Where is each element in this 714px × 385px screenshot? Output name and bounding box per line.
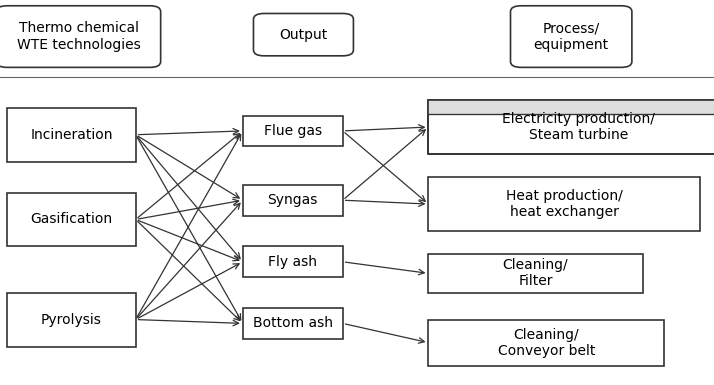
Text: Flue gas: Flue gas [263, 124, 322, 138]
Text: Cleaning/
Filter: Cleaning/ Filter [503, 258, 568, 288]
Text: Cleaning/
Conveyor belt: Cleaning/ Conveyor belt [498, 328, 595, 358]
FancyBboxPatch shape [253, 13, 353, 56]
FancyBboxPatch shape [0, 6, 161, 67]
Text: Thermo chemical
WTE technologies: Thermo chemical WTE technologies [16, 22, 141, 52]
FancyBboxPatch shape [243, 116, 343, 146]
Text: Bottom ash: Bottom ash [253, 316, 333, 330]
FancyBboxPatch shape [428, 254, 643, 293]
FancyBboxPatch shape [511, 6, 632, 67]
FancyBboxPatch shape [428, 177, 700, 231]
Text: Process/
equipment: Process/ equipment [533, 22, 609, 52]
Text: Syngas: Syngas [268, 193, 318, 207]
FancyBboxPatch shape [7, 108, 136, 162]
FancyBboxPatch shape [428, 100, 714, 114]
Text: Pyrolysis: Pyrolysis [41, 313, 102, 326]
Text: Incineration: Incineration [30, 128, 113, 142]
FancyBboxPatch shape [243, 185, 343, 216]
FancyBboxPatch shape [428, 320, 664, 366]
Text: Electricity production/
Steam turbine: Electricity production/ Steam turbine [502, 112, 655, 142]
FancyBboxPatch shape [243, 246, 343, 277]
Text: Fly ash: Fly ash [268, 255, 317, 269]
FancyBboxPatch shape [7, 293, 136, 346]
FancyBboxPatch shape [7, 192, 136, 246]
Text: Output: Output [279, 28, 328, 42]
FancyBboxPatch shape [428, 100, 714, 154]
Text: Heat production/
heat exchanger: Heat production/ heat exchanger [506, 189, 623, 219]
Text: Gasification: Gasification [30, 213, 113, 226]
FancyBboxPatch shape [243, 308, 343, 339]
